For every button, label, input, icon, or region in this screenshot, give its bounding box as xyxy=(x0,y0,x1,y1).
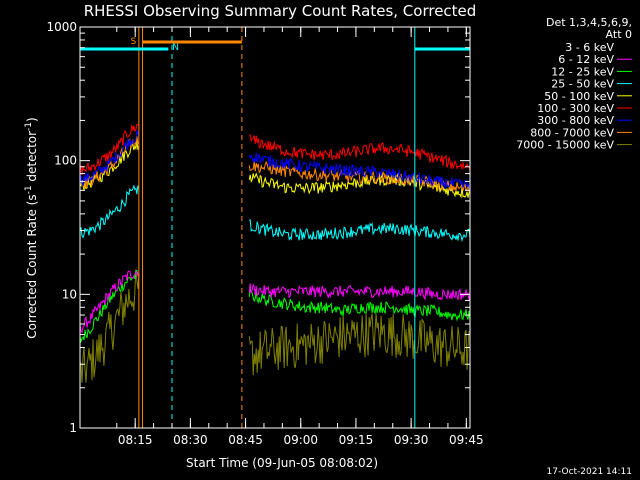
series-bars-3-6-keV-seg0 xyxy=(80,322,139,428)
series-line-100-300-keV-seg0 xyxy=(80,123,140,175)
series-line-12-25-keV-seg1 xyxy=(248,288,470,322)
series-line-800-7000-keV-seg1 xyxy=(248,160,470,193)
legend-label: 3 - 6 keV xyxy=(565,41,614,54)
legend-label: 25 - 50 keV xyxy=(551,78,614,91)
y-tick-label: 10 xyxy=(62,287,77,301)
legend-label: 100 - 300 keV xyxy=(537,102,614,115)
legend-label: 800 - 7000 keV xyxy=(530,126,614,139)
plot-frame xyxy=(79,26,471,429)
flag-label-S: S xyxy=(131,37,137,47)
series-line-7000-15000-keV-seg0 xyxy=(80,269,140,383)
chart-title: RHESSI Observing Summary Count Rates, Co… xyxy=(84,2,477,20)
series-line-50-100-keV-seg1 xyxy=(248,172,470,199)
series-line-800-7000-keV-seg0 xyxy=(80,136,140,189)
y-tick-label: 1000 xyxy=(46,20,77,34)
x-tick-label: 08:30 xyxy=(173,433,208,447)
legend-label: 300 - 800 keV xyxy=(537,114,614,127)
flag-label-N: N xyxy=(172,43,179,53)
y-axis-label: Corrected Count Rate (s-1 detector-1) xyxy=(24,117,39,338)
series-line-6-12-keV-seg1 xyxy=(248,283,470,301)
legend-label: 50 - 100 keV xyxy=(544,90,614,103)
x-tick-label: 08:15 xyxy=(118,433,153,447)
x-axis-label: Start Time (09-Jun-05 08:08:02) xyxy=(186,456,378,470)
series-line-6-12-keV-seg0 xyxy=(80,270,140,334)
x-tick-label: 09:30 xyxy=(394,433,429,447)
x-tick-label: 09:00 xyxy=(283,433,318,447)
series-line-25-50-keV-seg1 xyxy=(248,219,470,243)
legend-header-attenuator: Att 0 xyxy=(606,28,632,41)
series-line-100-300-keV-seg1 xyxy=(249,134,470,171)
series-line-7000-15000-keV-seg1 xyxy=(248,313,470,376)
x-tick-label: 08:45 xyxy=(228,433,263,447)
x-tick-label: 09:45 xyxy=(449,433,484,447)
series-line-300-800-keV-seg1 xyxy=(248,152,470,192)
legend-header-detectors: Det 1,3,4,5,6,9, xyxy=(546,16,632,29)
legend-label: 12 - 25 keV xyxy=(551,65,614,78)
y-tick-label: 1 xyxy=(69,421,77,435)
axes: 1 10 100 1000 08:15 08:30 08:45 09:00 09:15 09:30… xyxy=(46,20,483,447)
series-bars-3-6-keV-seg1 xyxy=(248,361,470,428)
series-line-25-50-keV-seg0 xyxy=(80,184,140,239)
series-line-12-25-keV-seg0 xyxy=(80,269,140,344)
series-line-50-100-keV-seg0 xyxy=(80,141,140,191)
date-stamp: 17-Oct-2021 14:11 xyxy=(547,467,632,477)
x-tick-label: 09:15 xyxy=(339,433,374,447)
series-line-300-800-keV-seg0 xyxy=(80,130,140,187)
legend-label: 7000 - 15000 keV xyxy=(516,139,614,152)
y-tick-label: 100 xyxy=(54,154,77,168)
legend-label: 6 - 12 keV xyxy=(558,53,614,66)
plot-series-group: SN xyxy=(80,27,471,428)
